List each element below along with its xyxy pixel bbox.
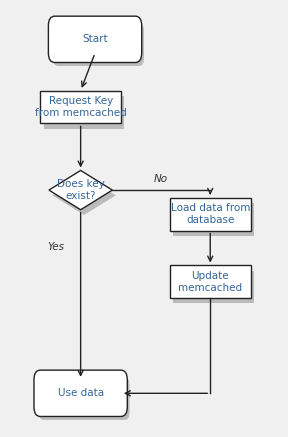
FancyBboxPatch shape (39, 377, 130, 420)
Polygon shape (49, 170, 112, 210)
FancyBboxPatch shape (34, 370, 127, 416)
Bar (170, 265, 251, 298)
Bar (173, 271, 254, 303)
Text: Request Key
from memcached: Request Key from memcached (35, 96, 126, 118)
Text: Yes: Yes (48, 242, 65, 252)
Text: Start: Start (82, 35, 108, 44)
Text: Load data from
database: Load data from database (170, 203, 250, 225)
Text: Does key
exist?: Does key exist? (57, 179, 105, 201)
Text: Use data: Use data (58, 388, 104, 398)
Bar (173, 203, 254, 236)
Text: No: No (154, 174, 168, 184)
FancyBboxPatch shape (53, 23, 144, 66)
Text: Update
memcached: Update memcached (178, 271, 242, 293)
Bar (44, 96, 124, 128)
FancyBboxPatch shape (48, 16, 142, 62)
Bar (170, 198, 251, 231)
Polygon shape (52, 176, 116, 215)
Bar (40, 91, 121, 123)
